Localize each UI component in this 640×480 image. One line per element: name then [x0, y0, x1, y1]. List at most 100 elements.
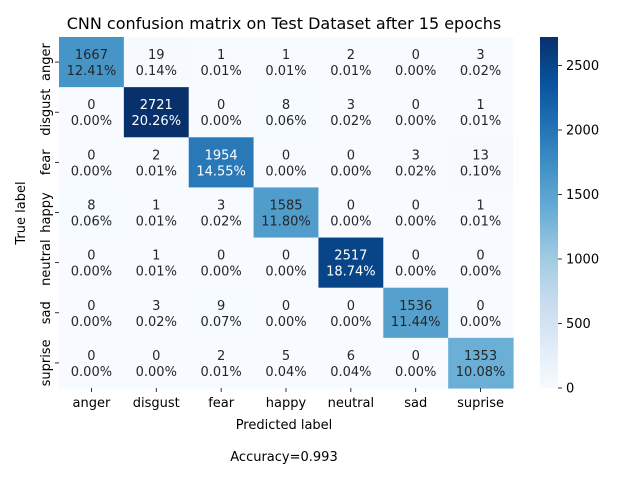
cell-count-label: 8 — [282, 98, 290, 113]
cell-count-label: 3 — [152, 299, 160, 314]
cell-percent-label: 0.00% — [71, 114, 112, 129]
cell-count-label: 0 — [347, 148, 355, 163]
cell-count-label: 0 — [217, 249, 225, 264]
x-tick-label: disgust — [133, 396, 180, 411]
cell-count-label: 0 — [476, 299, 484, 314]
heatmap-cell — [383, 137, 449, 189]
heatmap-cell — [383, 187, 449, 239]
cell-percent-label: 0.00% — [330, 164, 371, 179]
cell-count-label: 2 — [152, 148, 160, 163]
heatmap-cell — [448, 237, 514, 289]
cell-percent-label: 0.02% — [330, 114, 371, 129]
cell-count-label: 2517 — [334, 249, 367, 264]
heatmap-cell — [59, 337, 125, 389]
cell-percent-label: 0.00% — [71, 164, 112, 179]
cell-percent-label: 0.07% — [200, 315, 241, 330]
heatmap-cell — [383, 237, 449, 289]
colorbar-tick-label: 2500 — [566, 59, 599, 74]
x-tick-label: sad — [404, 396, 427, 411]
y-tick-label: sad — [39, 301, 54, 324]
cell-percent-label: 0.00% — [200, 265, 241, 280]
cell-count-label: 0 — [282, 299, 290, 314]
cell-percent-label: 0.04% — [265, 365, 306, 380]
y-tick-label: suprise — [39, 339, 54, 386]
accuracy-label: Accuracy=0.993 — [230, 450, 337, 465]
heatmap-cell — [253, 137, 320, 189]
heatmap-cell — [383, 87, 449, 138]
heatmap-cell — [318, 287, 384, 339]
heatmap-cells: 166712.41%190.14%10.01%10.01%20.01%00.00… — [59, 37, 514, 389]
cell-percent-label: 0.01% — [460, 114, 501, 129]
cell-percent-label: 12.41% — [67, 64, 117, 79]
cell-count-label: 0 — [412, 198, 420, 213]
heatmap-cell — [188, 187, 255, 239]
cell-count-label: 3 — [347, 98, 355, 113]
colorbar: 0 500 1000 1500 2000 2500 — [540, 37, 599, 396]
cell-percent-label: 0.01% — [200, 64, 241, 79]
cell-percent-label: 0.00% — [265, 315, 306, 330]
cell-percent-label: 0.01% — [265, 64, 306, 79]
colorbar-tick-label: 0 — [566, 381, 574, 396]
cell-percent-label: 11.80% — [261, 214, 311, 229]
y-axis-ticks: anger disgust fear happy neutral sad suprise — [39, 43, 59, 386]
cell-percent-label: 0.02% — [460, 64, 501, 79]
cell-count-label: 0 — [282, 148, 290, 163]
cell-count-label: 0 — [412, 249, 420, 264]
heatmap-cell — [383, 287, 449, 339]
cell-percent-label: 0.01% — [136, 214, 177, 229]
cell-count-label: 0 — [412, 349, 420, 364]
cell-percent-label: 0.00% — [265, 164, 306, 179]
heatmap-cell — [318, 187, 384, 239]
cell-count-label: 0 — [87, 299, 95, 314]
y-axis-label: True label — [14, 181, 29, 245]
heatmap-cell — [123, 137, 190, 189]
colorbar-gradient — [540, 37, 558, 388]
chart-title: CNN confusion matrix on Test Dataset aft… — [67, 14, 502, 33]
heatmap-cell — [253, 187, 320, 239]
cell-percent-label: 20.26% — [131, 114, 181, 129]
cell-percent-label: 0.06% — [265, 114, 306, 129]
cell-count-label: 0 — [87, 98, 95, 113]
cell-percent-label: 18.74% — [326, 265, 376, 280]
x-axis-label: Predicted label — [236, 418, 333, 433]
cell-percent-label: 0.02% — [136, 315, 177, 330]
heatmap-cell — [188, 337, 255, 389]
y-tick-label: disgust — [39, 89, 54, 136]
y-tick-label: fear — [39, 149, 54, 176]
heatmap-cell — [188, 137, 255, 189]
cell-count-label: 1353 — [464, 349, 497, 364]
x-axis-ticks: anger disgust fear happy neutral sad suprise — [73, 387, 504, 411]
cell-percent-label: 0.00% — [265, 265, 306, 280]
cell-count-label: 1585 — [269, 198, 302, 213]
cell-percent-label: 0.00% — [330, 315, 371, 330]
heatmap-cell — [448, 137, 514, 189]
cell-count-label: 0 — [282, 249, 290, 264]
cell-percent-label: 14.55% — [196, 164, 246, 179]
cell-percent-label: 0.00% — [71, 365, 112, 380]
x-tick-label: neutral — [328, 396, 375, 411]
heatmap-cell — [123, 37, 190, 88]
cell-percent-label: 0.00% — [395, 365, 436, 380]
cell-percent-label: 0.14% — [136, 64, 177, 79]
heatmap-cell — [188, 87, 255, 138]
cell-count-label: 3 — [217, 198, 225, 213]
heatmap-cell — [123, 87, 190, 138]
cell-count-label: 1 — [152, 249, 160, 264]
heatmap-cell — [188, 237, 255, 289]
heatmap-cell — [59, 87, 125, 138]
heatmap-cell — [253, 337, 320, 389]
heatmap-cell — [59, 187, 125, 239]
cell-count-label: 0 — [347, 299, 355, 314]
cell-count-label: 1954 — [205, 148, 238, 163]
heatmap-cell — [123, 287, 190, 339]
heatmap-cell — [318, 337, 384, 389]
cell-count-label: 3 — [476, 48, 484, 63]
cell-count-label: 19 — [148, 48, 165, 63]
cell-percent-label: 0.00% — [395, 114, 436, 129]
cell-count-label: 0 — [412, 98, 420, 113]
x-tick-label: suprise — [457, 396, 504, 411]
cell-count-label: 1 — [476, 98, 484, 113]
cell-count-label: 0 — [217, 98, 225, 113]
cell-percent-label: 0.02% — [200, 214, 241, 229]
